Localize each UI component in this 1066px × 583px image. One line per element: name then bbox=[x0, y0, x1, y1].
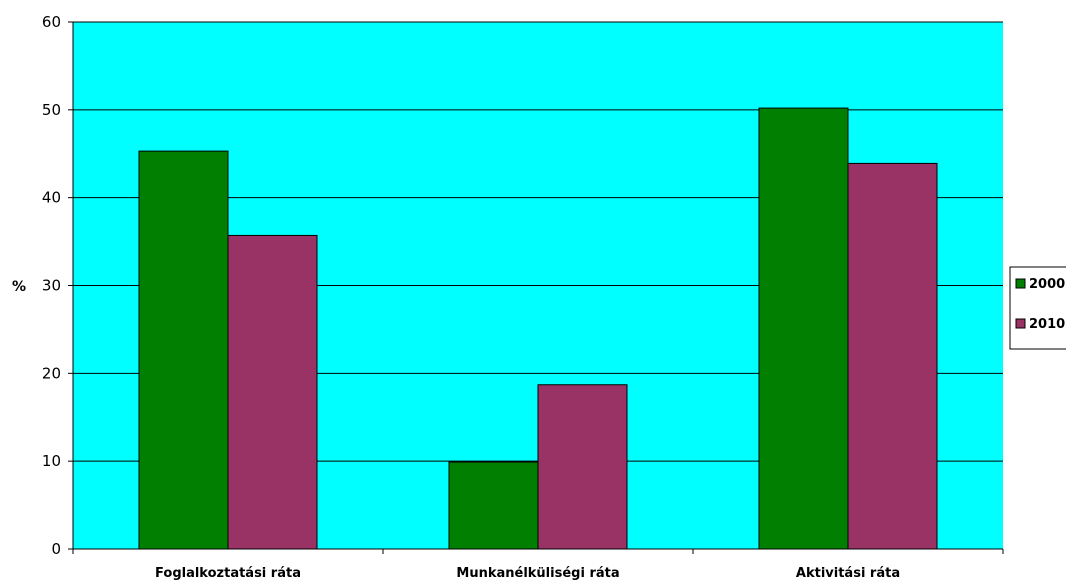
legend-swatch-2010 bbox=[1015, 318, 1026, 329]
legend: 2000 2010 bbox=[1009, 266, 1066, 350]
y-tick-label: 30 bbox=[42, 277, 61, 295]
x-category-label: Foglalkoztatási ráta bbox=[155, 566, 301, 581]
x-category-label: Munkanélküliségi ráta bbox=[456, 566, 619, 581]
y-tick-label: 20 bbox=[42, 364, 61, 382]
bars bbox=[138, 107, 938, 550]
legend-swatch-2000 bbox=[1015, 278, 1026, 289]
bar-2010-0 bbox=[227, 234, 318, 550]
y-axis-title: % bbox=[12, 279, 26, 295]
y-axis-ticks: 0 10 20 30 40 50 60 bbox=[42, 13, 73, 558]
bar-2000-0 bbox=[138, 150, 229, 550]
x-axis-ticks: Foglalkoztatási ráta Munkanélküliségi rát… bbox=[72, 549, 1004, 581]
y-tick-label: 0 bbox=[51, 540, 61, 558]
bar-2010-2 bbox=[847, 162, 938, 550]
y-tick-label: 60 bbox=[42, 13, 61, 31]
legend-label-2010: 2010 bbox=[1029, 317, 1065, 332]
y-tick-label: 10 bbox=[42, 452, 61, 470]
y-tick-label: 40 bbox=[42, 189, 61, 207]
bar-2000-2 bbox=[758, 107, 849, 550]
y-tick-label: 50 bbox=[42, 101, 61, 119]
x-category-label: Aktivitási ráta bbox=[796, 566, 900, 581]
legend-label-2000: 2000 bbox=[1029, 277, 1065, 292]
bar-2010-1 bbox=[537, 384, 628, 550]
bar-2000-1 bbox=[448, 461, 539, 550]
